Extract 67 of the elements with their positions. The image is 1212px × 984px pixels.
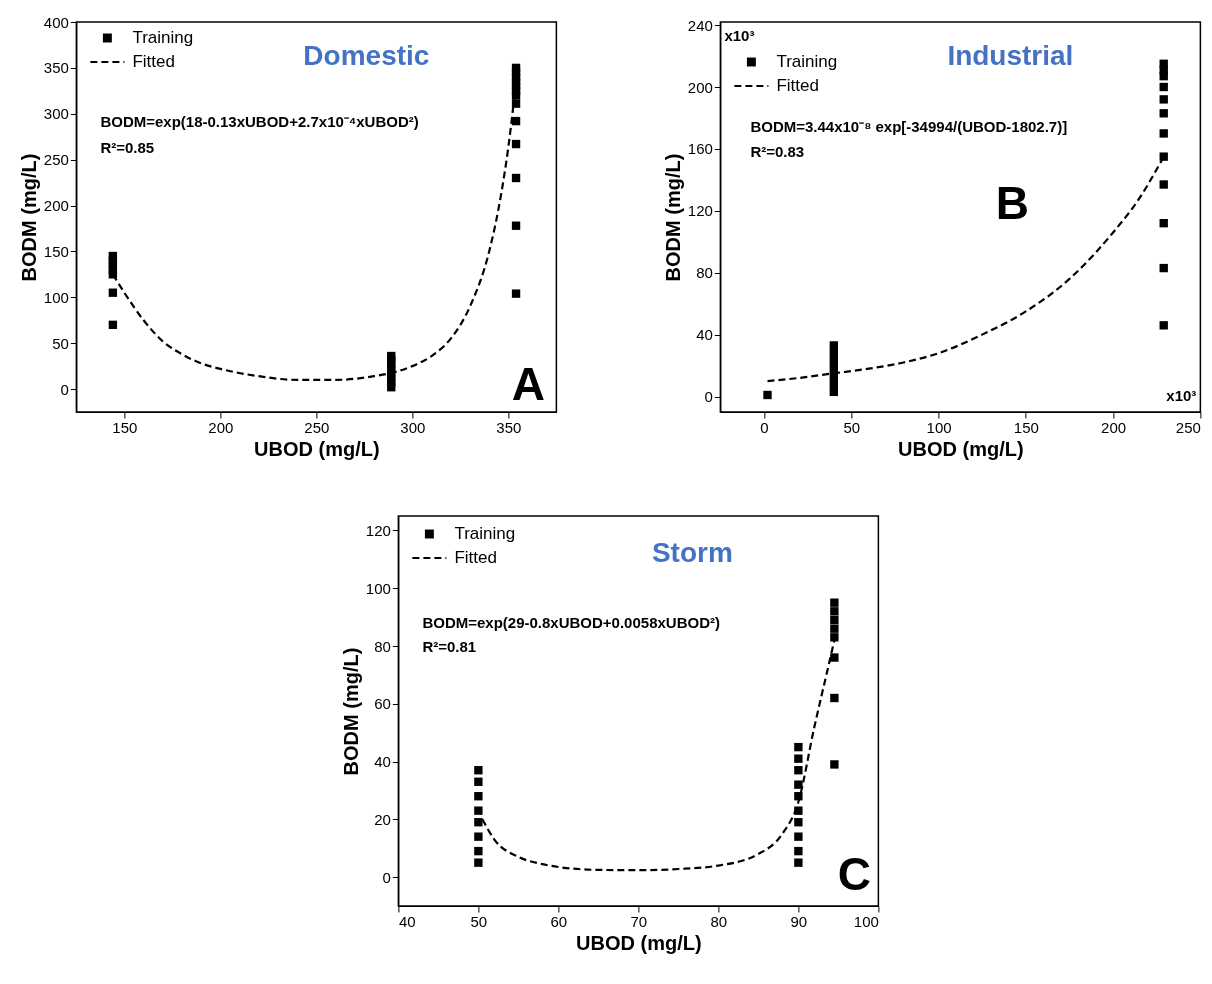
- y-tick-label: 80: [696, 264, 713, 282]
- annotation: R²=0.85: [100, 139, 155, 156]
- x-tick-label: 150: [112, 418, 138, 436]
- legend-label: Fitted: [776, 76, 819, 95]
- x-tick-label: 200: [208, 418, 234, 436]
- y-tick-label: 100: [365, 579, 391, 597]
- legend-label: Training: [454, 524, 516, 543]
- x-tick-label: 200: [1101, 418, 1127, 436]
- y-axis-title: BODM (mg/L): [17, 153, 40, 282]
- annotation: BODM=exp(18-0.13xUBOD+2.7x10⁻⁴xUBOD²): [100, 113, 419, 130]
- y-tick-label: 20: [374, 810, 391, 828]
- x-tick-label: 80: [710, 912, 728, 930]
- text: Industrial: [947, 40, 1074, 71]
- y-tick-label: 120: [687, 202, 713, 220]
- x-tick-label: 40: [398, 912, 416, 930]
- y-tick-label: 120: [365, 521, 391, 539]
- x-axis-title: UBOD (mg/L): [576, 931, 702, 954]
- x-tick-label: 100: [853, 912, 879, 930]
- x-tick-label: 90: [790, 912, 808, 930]
- y-tick-label: 240: [687, 16, 713, 34]
- y-tick-label: 100: [43, 288, 69, 306]
- annotation: BODM=3.44x10⁻⁸ exp[-34994/(UBOD-1802.7)]: [750, 118, 1068, 135]
- annotation: B: [995, 177, 1029, 229]
- x-tick-label: 250: [1175, 418, 1201, 436]
- x-tick-label: 350: [496, 418, 522, 436]
- x-tick-label: 150: [1013, 418, 1039, 436]
- text: Domestic: [303, 40, 430, 71]
- x-axis-title: UBOD (mg/L): [898, 437, 1024, 460]
- y-tick-label: 400: [43, 13, 69, 31]
- annotation: C: [837, 848, 871, 900]
- legend-label: Fitted: [454, 548, 497, 567]
- annotation: A: [511, 358, 545, 410]
- legend-label: Training: [132, 28, 194, 47]
- x-tick-label: 60: [550, 912, 568, 930]
- y-tick-label: 160: [687, 140, 713, 158]
- y-tick-label: 0: [704, 388, 713, 406]
- y-tick-label: 150: [43, 242, 69, 260]
- y-tick-label: 0: [382, 868, 391, 886]
- y-tick-label: 40: [374, 753, 391, 771]
- y-tick-label: 80: [374, 637, 391, 655]
- text: Storm: [651, 537, 733, 568]
- y-tick-label: 60: [374, 695, 391, 713]
- annotation: R²=0.83: [750, 143, 805, 160]
- x-axis-title: UBOD (mg/L): [254, 437, 380, 460]
- y-tick-label: 250: [43, 151, 69, 169]
- y-tick-label: 300: [43, 105, 69, 123]
- x-tick-label: 50: [843, 418, 861, 436]
- x-tick-label: 300: [400, 418, 426, 436]
- x-tick-label: 50: [470, 912, 488, 930]
- x-tick-label: 250: [304, 418, 330, 436]
- annotation: x10³: [1166, 387, 1197, 404]
- y-tick-label: 50: [52, 334, 69, 352]
- legend-label: Fitted: [132, 52, 175, 71]
- annotation: x10³: [724, 27, 755, 44]
- annotation: R²=0.81: [422, 638, 477, 655]
- y-tick-label: 350: [43, 59, 69, 77]
- annotation: BODM=exp(29-0.8xUBOD+0.0058xUBOD²): [422, 614, 720, 631]
- y-axis-title: BODM (mg/L): [661, 153, 684, 282]
- y-tick-label: 0: [60, 380, 69, 398]
- x-tick-label: 70: [630, 912, 648, 930]
- legend-label: Training: [776, 52, 838, 71]
- y-tick-label: 40: [696, 326, 713, 344]
- y-tick-label: 200: [687, 78, 713, 96]
- x-tick-label: 100: [926, 418, 952, 436]
- y-tick-label: 200: [43, 197, 69, 215]
- y-axis-title: BODM (mg/L): [339, 647, 362, 776]
- x-tick-label: 0: [760, 418, 769, 436]
